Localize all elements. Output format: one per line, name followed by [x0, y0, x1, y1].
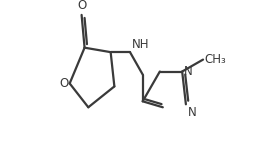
Text: NH: NH: [131, 38, 149, 51]
Text: O: O: [59, 77, 68, 90]
Text: N: N: [187, 106, 196, 119]
Text: N: N: [184, 65, 192, 78]
Text: CH₃: CH₃: [205, 53, 226, 66]
Text: O: O: [77, 0, 86, 12]
